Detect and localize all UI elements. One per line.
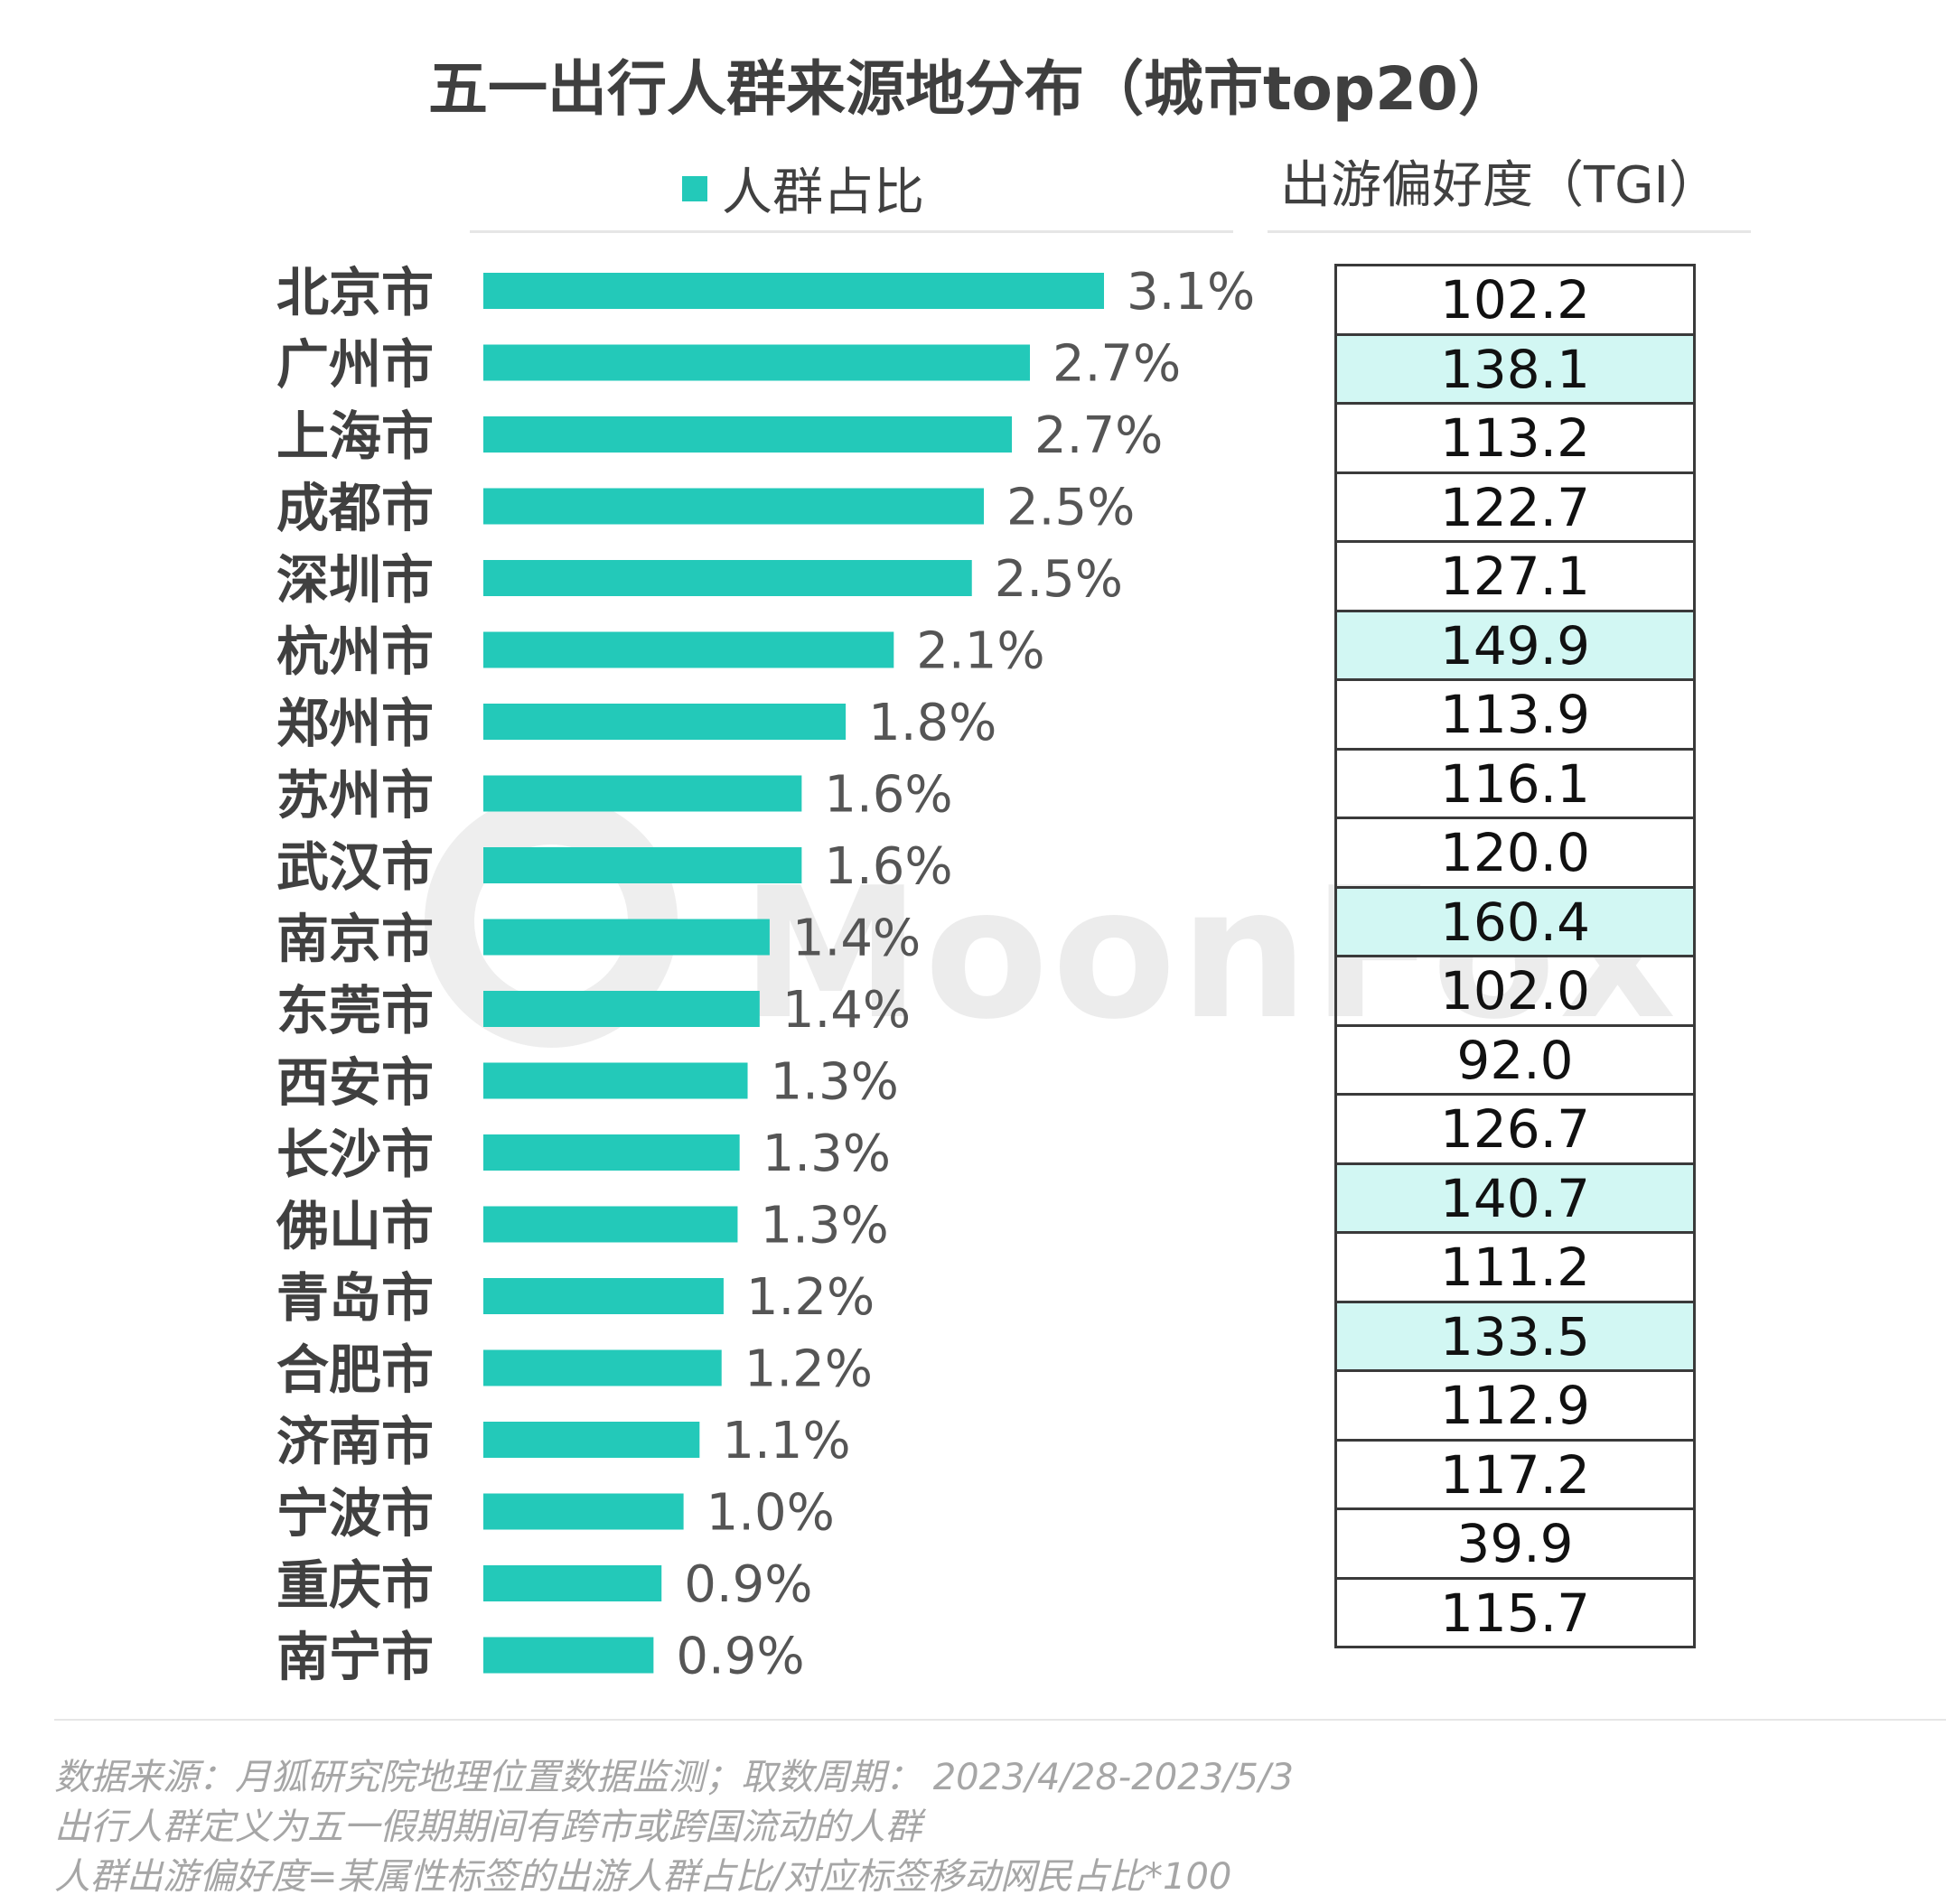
tgi-table: 102.2 138.1 113.2 122.7 127.1 149.9 113.9 116.1… [1334,264,1696,1648]
tgi-cell: 140.7 [1334,1162,1696,1234]
data-label: 0.9% [676,1628,804,1686]
bar [483,273,1104,309]
category-label: 东莞市 [276,980,434,1041]
bar [483,1565,662,1601]
category-label: 西安市 [276,1052,434,1114]
footer-definition: 出行人群定义为五一假期期间有跨市或跨国流动的人群 [54,1806,922,1848]
bar [483,1349,722,1386]
tgi-cell: 127.1 [1334,540,1696,612]
data-label: 2.5% [995,550,1123,609]
bar [483,991,760,1027]
data-label: 1.3% [771,1053,899,1112]
bar [483,416,1013,453]
category-label: 广州市 [276,334,434,396]
tgi-header-divider [1268,230,1751,233]
bar [483,775,802,812]
category-label: 南京市 [276,909,434,970]
category-label: 宁波市 [276,1483,434,1545]
data-label: 1.3% [760,1197,888,1255]
category-label: 深圳市 [276,549,434,611]
category-label: 北京市 [276,262,434,323]
bar [483,344,1031,381]
tgi-cell: 149.9 [1334,609,1696,681]
category-label: 南宁市 [276,1627,434,1688]
bar [483,1062,748,1099]
data-label: 1.0% [706,1484,835,1543]
footer-divider [54,1719,1946,1721]
bar [483,1206,738,1243]
data-label: 2.1% [916,622,1044,681]
tgi-cell: 102.0 [1334,955,1696,1027]
bar-chart: 北京市 3.1% 广州市 2.7% 上海市 2.7% 成都市 2.5% 深圳市 2.5% 杭州市 2.… [276,262,1255,1688]
bar [483,488,985,525]
data-label: 1.3% [762,1125,891,1183]
bar [483,847,802,883]
tgi-cell: 138.1 [1334,332,1696,405]
category-label: 郑州市 [276,693,434,754]
data-label: 1.4% [792,910,921,968]
bar [483,919,770,956]
tgi-cell: 113.9 [1334,678,1696,751]
bar [483,1134,740,1171]
bar [483,560,972,596]
bar [483,1422,700,1458]
category-label: 合肥市 [276,1339,434,1401]
bar [483,1278,724,1314]
chart-title: 五一出行人群来源地分布（城市top20） [428,54,1518,124]
tgi-cell: 92.0 [1334,1023,1696,1096]
category-label: 佛山市 [276,1196,434,1257]
data-label: 1.2% [744,1340,873,1399]
footer-source: 数据来源：月狐研究院地理位置数据监测；取数周期： 2023/4/28-2023/… [54,1757,1294,1798]
legend-label: 人群占比 [722,163,924,222]
category-label: 成都市 [276,478,434,539]
tgi-header: 出游偏好度（TGI） [1279,156,1720,215]
category-label: 长沙市 [276,1124,434,1185]
category-label: 重庆市 [276,1554,434,1616]
footer-tgi-formula: 人群出游偏好度=某属性标签的出游人群占比/对应标签移动网民占比*100 [54,1856,1232,1898]
data-label: 2.5% [1006,479,1135,537]
data-label: 3.1% [1127,263,1255,322]
data-label: 1.2% [746,1268,875,1327]
legend: 人群占比 [682,152,924,225]
category-label: 上海市 [276,406,434,467]
data-label: 0.9% [684,1555,812,1614]
tgi-cell: 122.7 [1334,471,1696,543]
data-label: 1.1% [722,1412,850,1470]
tgi-cell: 117.2 [1334,1438,1696,1510]
category-label: 武汉市 [276,836,434,898]
tgi-cell: 102.2 [1334,264,1696,336]
category-label: 济南市 [276,1411,434,1472]
bar [483,1493,684,1530]
category-label: 苏州市 [276,765,434,826]
category-label: 青岛市 [276,1267,434,1329]
tgi-cell: 116.1 [1334,747,1696,819]
tgi-cell: 112.9 [1334,1369,1696,1442]
tgi-cell: 126.7 [1334,1093,1696,1165]
bar [483,704,847,740]
data-label: 1.6% [824,837,952,896]
data-label: 1.6% [824,766,952,825]
tgi-cell: 120.0 [1334,817,1696,889]
tgi-cell: 113.2 [1334,402,1696,474]
data-label: 1.4% [782,981,911,1040]
tgi-cell: 115.7 [1334,1576,1696,1648]
bar [483,1637,654,1674]
data-label: 2.7% [1053,335,1181,394]
tgi-cell: 39.9 [1334,1507,1696,1580]
data-label: 1.8% [868,694,996,752]
tgi-cell: 133.5 [1334,1300,1696,1372]
legend-divider [470,230,1233,233]
data-label: 2.7% [1034,406,1163,465]
bar [483,631,894,668]
category-label: 杭州市 [276,621,434,683]
legend-swatch [682,175,707,201]
tgi-cell: 111.2 [1334,1231,1696,1303]
tgi-cell: 160.4 [1334,885,1696,957]
